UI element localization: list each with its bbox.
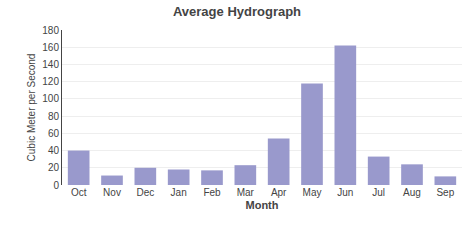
svg-text:20: 20 [48,162,60,173]
svg-text:Sep: Sep [436,187,454,198]
svg-text:Aug: Aug [403,187,421,198]
svg-text:Cubic Meter per Second: Cubic Meter per Second [26,54,37,162]
svg-text:40: 40 [48,145,60,156]
svg-text:Jan: Jan [171,187,187,198]
svg-text:May: May [303,187,322,198]
svg-text:120: 120 [42,76,59,87]
svg-text:Average Hydrograph: Average Hydrograph [173,4,301,19]
svg-text:Jul: Jul [372,187,385,198]
svg-text:Oct: Oct [71,187,87,198]
svg-text:140: 140 [42,59,59,70]
svg-text:60: 60 [48,128,60,139]
svg-text:Mar: Mar [237,187,255,198]
svg-text:Nov: Nov [103,187,121,198]
svg-text:Jun: Jun [337,187,353,198]
svg-text:Apr: Apr [271,187,287,198]
svg-text:Feb: Feb [203,187,221,198]
svg-text:160: 160 [42,42,59,53]
svg-text:180: 180 [42,25,59,36]
svg-text:0: 0 [53,180,59,191]
svg-text:Dec: Dec [136,187,154,198]
svg-text:100: 100 [42,93,59,104]
svg-text:80: 80 [48,111,60,122]
svg-text:Month: Month [246,199,279,211]
